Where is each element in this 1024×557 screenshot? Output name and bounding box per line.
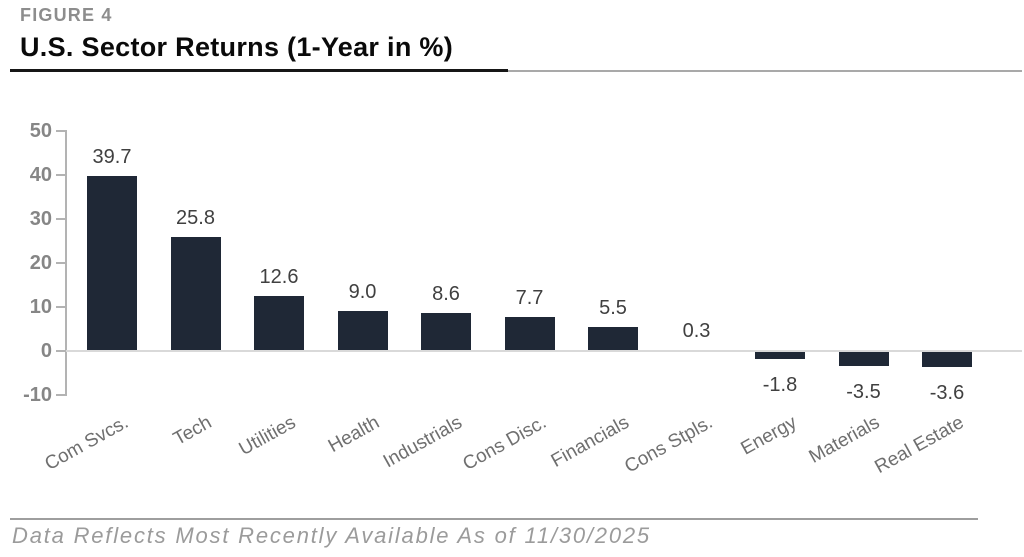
- y-tick-label: 30: [29, 208, 52, 230]
- category-label: Cons Disc.: [459, 412, 550, 475]
- bar: [337, 311, 388, 351]
- y-tick-label: -10: [23, 384, 52, 406]
- y-tick: [56, 174, 65, 176]
- bar: [170, 237, 221, 351]
- bar: [588, 326, 638, 351]
- bar-value-label: 5.5: [599, 296, 627, 319]
- y-tick-label: 0: [40, 340, 52, 362]
- zero-line: [66, 350, 1022, 352]
- bar-value-label: 0.3: [682, 319, 711, 342]
- y-axis-line: [65, 130, 67, 396]
- y-tick: [56, 218, 65, 220]
- page-title: U.S. Sector Returns (1-Year in %): [20, 32, 454, 62]
- bar-value-label: -3.6: [929, 381, 965, 404]
- bar-value-label: 25.8: [176, 207, 215, 230]
- bar-value-label: -1.8: [762, 373, 798, 396]
- category-label: Cons Stpls.: [621, 412, 717, 478]
- bar: [254, 295, 304, 351]
- y-tick: [56, 130, 65, 132]
- bar-value-label: 8.6: [432, 283, 460, 306]
- bar: [87, 176, 137, 351]
- y-tick: [56, 262, 65, 264]
- bar-value-label: 39.7: [92, 146, 132, 169]
- footer-note: Data Reflects Most Recently Available As…: [12, 523, 651, 548]
- category-label: Real Estate: [871, 412, 968, 478]
- bar: [504, 317, 555, 351]
- bar: [421, 313, 471, 351]
- bar-value-label: 12.6: [259, 265, 299, 288]
- category-label: Energy: [737, 412, 801, 460]
- footer-rule: [10, 518, 978, 520]
- category-label: Health: [324, 412, 383, 457]
- bar-value-label: -3.5: [846, 381, 881, 404]
- y-tick-label: 20: [29, 252, 52, 274]
- title-rule: [10, 70, 1022, 72]
- y-tick-label: 50: [29, 120, 52, 142]
- bar: [838, 351, 889, 367]
- y-tick: [56, 394, 65, 396]
- bar-value-label: 7.7: [515, 287, 544, 310]
- figure-label: FIGURE 4: [20, 5, 113, 25]
- y-tick-label: 10: [29, 296, 52, 318]
- y-tick: [56, 306, 65, 308]
- category-label: Financials: [548, 412, 634, 472]
- y-tick: [56, 350, 65, 352]
- category-label: Industrials: [380, 412, 467, 473]
- category-label: Com Svcs.: [41, 412, 133, 475]
- bar: [755, 351, 805, 359]
- bar: [922, 351, 972, 367]
- y-tick-label: 40: [29, 164, 52, 186]
- bar-value-label: 9.0: [348, 281, 377, 304]
- category-label: Tech: [170, 412, 216, 450]
- category-label: Utilities: [235, 412, 300, 461]
- title-rule-accent: [10, 69, 508, 72]
